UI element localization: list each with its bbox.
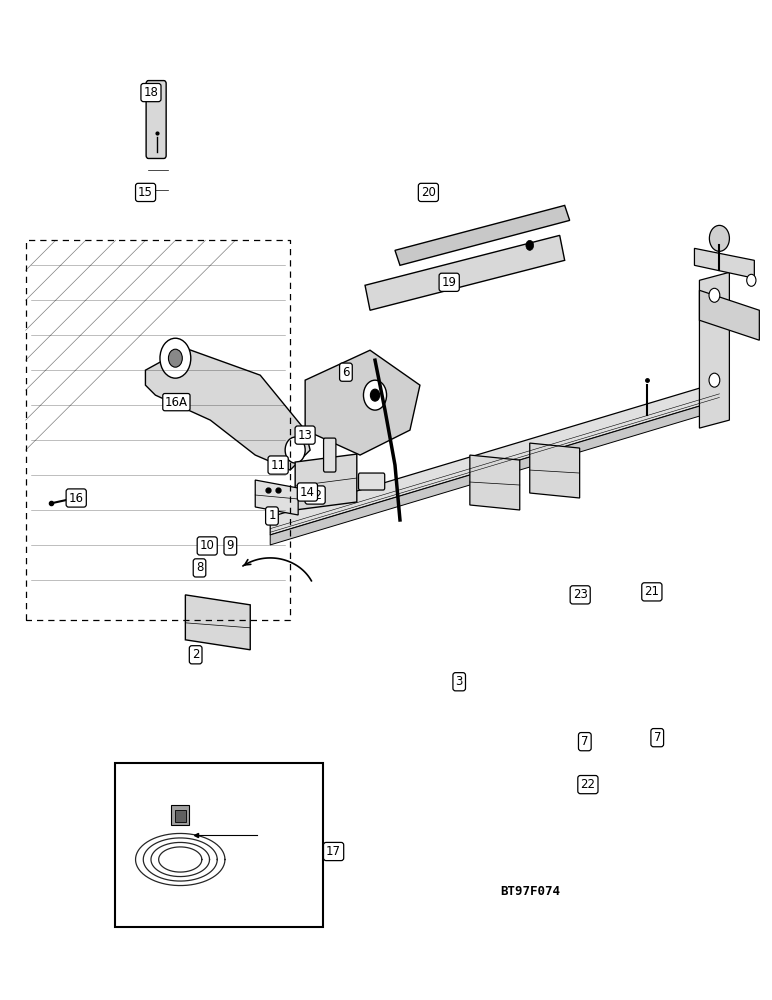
FancyBboxPatch shape bbox=[115, 763, 323, 927]
Circle shape bbox=[747, 274, 756, 286]
Text: 2: 2 bbox=[192, 648, 199, 661]
Text: 3: 3 bbox=[455, 675, 463, 688]
Text: 20: 20 bbox=[421, 186, 436, 199]
Text: 15: 15 bbox=[138, 186, 153, 199]
Circle shape bbox=[526, 240, 533, 250]
Text: 9: 9 bbox=[227, 539, 234, 552]
Text: 17: 17 bbox=[326, 845, 341, 858]
Polygon shape bbox=[530, 443, 580, 498]
Polygon shape bbox=[185, 595, 250, 650]
Polygon shape bbox=[470, 455, 520, 510]
Text: 8: 8 bbox=[196, 561, 203, 574]
Polygon shape bbox=[171, 805, 189, 825]
FancyBboxPatch shape bbox=[146, 81, 166, 158]
Text: BT97F074: BT97F074 bbox=[500, 885, 560, 898]
Text: 18: 18 bbox=[144, 86, 158, 99]
Circle shape bbox=[160, 338, 191, 378]
FancyBboxPatch shape bbox=[358, 473, 384, 490]
Polygon shape bbox=[699, 290, 760, 340]
Polygon shape bbox=[256, 480, 298, 515]
Text: 1: 1 bbox=[268, 509, 276, 522]
Text: 22: 22 bbox=[581, 778, 595, 791]
Text: 10: 10 bbox=[200, 539, 215, 552]
Circle shape bbox=[371, 389, 380, 401]
Text: 19: 19 bbox=[442, 276, 457, 289]
Text: 7: 7 bbox=[654, 731, 661, 744]
Circle shape bbox=[285, 437, 305, 463]
Text: 21: 21 bbox=[645, 585, 659, 598]
Polygon shape bbox=[365, 235, 564, 310]
Polygon shape bbox=[695, 248, 754, 278]
Circle shape bbox=[168, 349, 182, 367]
Polygon shape bbox=[295, 454, 357, 510]
Circle shape bbox=[709, 373, 720, 387]
Polygon shape bbox=[305, 350, 420, 455]
Polygon shape bbox=[145, 348, 310, 470]
Text: 14: 14 bbox=[300, 486, 315, 499]
Polygon shape bbox=[395, 205, 570, 265]
Circle shape bbox=[709, 288, 720, 302]
FancyBboxPatch shape bbox=[174, 810, 185, 822]
FancyBboxPatch shape bbox=[323, 438, 336, 472]
Polygon shape bbox=[270, 382, 720, 535]
Text: 11: 11 bbox=[271, 459, 286, 472]
Text: 13: 13 bbox=[298, 429, 313, 442]
Text: 23: 23 bbox=[573, 588, 587, 601]
Text: 16A: 16A bbox=[165, 396, 188, 409]
Circle shape bbox=[709, 225, 730, 251]
Circle shape bbox=[364, 380, 387, 410]
Polygon shape bbox=[270, 400, 720, 545]
Text: 12: 12 bbox=[307, 489, 323, 502]
Polygon shape bbox=[699, 272, 730, 428]
Text: 6: 6 bbox=[342, 366, 350, 379]
Text: 16: 16 bbox=[69, 492, 83, 505]
Text: 7: 7 bbox=[581, 735, 588, 748]
